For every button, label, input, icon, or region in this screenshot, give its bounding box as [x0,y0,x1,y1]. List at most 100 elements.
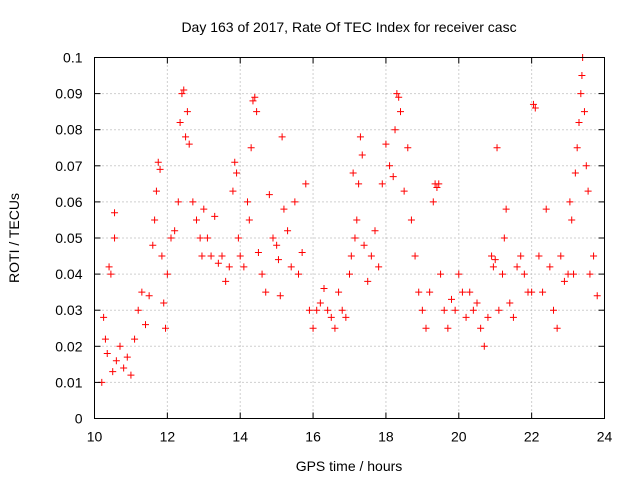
data-point [566,198,574,206]
y-tick-label: 0 [75,411,83,427]
data-point [429,198,437,206]
data-point [274,256,282,264]
data-point [305,306,313,314]
data-point [346,270,353,278]
data-point [499,270,506,278]
data-point [347,252,355,260]
data-point [542,205,550,213]
data-point [506,299,514,307]
data-point [590,252,598,260]
data-point [386,162,394,170]
data-point [500,234,508,242]
data-point [331,324,339,332]
data-point [557,252,565,260]
data-point [491,256,499,264]
data-point [309,324,317,332]
data-point [411,252,419,260]
data-point [477,324,485,332]
data-point [160,299,168,307]
data-point [167,234,175,242]
data-point [196,234,204,242]
data-point [103,350,111,358]
data-point [145,292,153,300]
data-point [149,241,157,249]
data-point [367,252,375,260]
data-point [539,288,547,296]
data-point [316,299,324,307]
y-tick-label: 0.1 [63,50,83,66]
data-point [535,252,543,260]
data-point [393,90,401,98]
data-point [251,93,259,101]
data-points [98,54,601,386]
data-point [451,306,459,314]
data-point [342,313,350,321]
data-point [229,187,237,195]
data-point [437,270,445,278]
data-point [517,252,525,260]
data-point [154,158,162,166]
data-point [107,270,115,278]
data-point [156,165,164,173]
data-point [593,292,601,300]
data-point [389,173,397,181]
data-point [546,263,554,271]
data-point [163,270,171,278]
data-point [513,263,521,271]
data-point [265,191,273,199]
data-point [101,335,109,343]
data-point [313,306,321,314]
data-point [244,198,251,206]
axis-ticks [94,57,605,419]
data-point [433,183,441,191]
data-point [222,277,230,285]
data-point [111,234,119,242]
data-point [488,252,496,260]
data-point [111,209,119,217]
y-tick-label: 0.01 [55,374,82,390]
data-point [105,263,113,271]
data-point [131,335,139,343]
x-tick-label: 16 [305,429,321,445]
data-point [234,234,242,242]
data-point [134,306,142,314]
chart-title: Day 163 of 2017, Rate Of TEC Index for r… [181,19,516,35]
data-point [176,118,184,126]
x-tick-label: 12 [160,429,176,445]
data-point [193,216,200,224]
y-tick-label: 0.05 [55,230,82,246]
data-point [302,180,310,188]
x-axis-label: GPS time / hours [296,458,403,474]
data-point [249,97,257,105]
data-point [127,371,135,379]
data-point [320,285,328,293]
data-point [324,306,332,314]
data-point [553,324,561,332]
data-point [568,216,576,224]
data-point [418,306,426,314]
data-point [458,288,466,296]
data-point [426,288,434,296]
data-point [258,270,266,278]
data-point [356,133,364,141]
data-point [484,313,492,321]
data-point [422,324,430,332]
data-point [151,216,159,224]
data-point [123,353,131,361]
data-point [120,364,128,372]
data-point [584,187,592,195]
data-point [284,227,292,235]
x-tick-label: 10 [87,429,103,445]
x-tick-label: 22 [524,429,540,445]
data-point [473,299,481,307]
data-point [495,306,503,314]
data-point [183,108,191,116]
data-point [462,313,470,321]
data-point [269,234,277,242]
data-point [214,259,222,267]
data-point [185,140,193,148]
data-point [278,133,286,141]
data-point [448,295,455,303]
data-point [233,169,241,177]
